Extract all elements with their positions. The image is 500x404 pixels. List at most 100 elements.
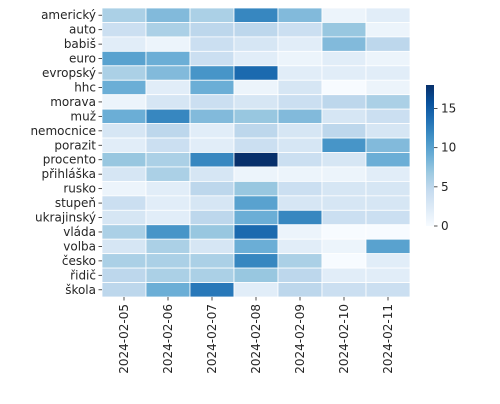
- heatmap-cell: [145, 267, 191, 283]
- heatmap-cell: [365, 180, 411, 197]
- colorbar-gradient: [426, 85, 434, 226]
- heatmap-cell: [277, 209, 323, 226]
- heatmap-cell: [145, 22, 191, 38]
- heatmap-cell: [277, 282, 323, 298]
- colorbar-tick-label: 10: [441, 141, 456, 155]
- y-tick-label: muž: [70, 109, 96, 123]
- heatmap-cell: [101, 253, 147, 269]
- colorbar-tick-label: 0: [441, 219, 449, 233]
- heatmap-cell: [233, 123, 279, 139]
- heatmap-cell: [101, 22, 147, 38]
- heatmap-cell: [321, 152, 367, 168]
- heatmap-cell: [321, 282, 367, 298]
- y-tick-label: volba: [63, 239, 96, 253]
- heatmap-cell: [233, 195, 279, 211]
- heatmap-cell: [233, 50, 279, 67]
- y-tick-label: hhc: [74, 80, 96, 94]
- heatmap-cell: [145, 195, 191, 211]
- heatmap-cell: [277, 94, 323, 110]
- heatmap-cell: [233, 180, 279, 197]
- heatmap-cell: [101, 79, 147, 96]
- heatmap-cell: [233, 267, 279, 283]
- heatmap-cell: [277, 238, 323, 255]
- heatmap-cells: [101, 7, 411, 298]
- heatmap-cell: [145, 36, 191, 52]
- heatmap-cell: [233, 108, 279, 125]
- heatmap-cell: [145, 253, 191, 269]
- heatmap-cell: [233, 65, 279, 81]
- heatmap-cell: [101, 137, 147, 153]
- heatmap-cell: [277, 267, 323, 283]
- heatmap-cell: [321, 123, 367, 139]
- heatmap-cell: [189, 22, 235, 38]
- heatmap-cell: [145, 65, 191, 81]
- heatmap-cell: [189, 7, 235, 23]
- heatmap-cell: [365, 65, 411, 81]
- heatmap-cell: [233, 152, 279, 168]
- heatmap-cell: [365, 267, 411, 283]
- heatmap-cell: [101, 238, 147, 255]
- heatmap-cell: [189, 50, 235, 67]
- heatmap-cell: [189, 209, 235, 226]
- heatmap-cell: [189, 123, 235, 139]
- heatmap-cell: [365, 195, 411, 211]
- y-tick-label: rusko: [63, 182, 96, 196]
- heatmap-cell: [365, 137, 411, 153]
- heatmap-cell: [145, 224, 191, 240]
- heatmap-cell: [365, 36, 411, 52]
- heatmap-cell: [233, 7, 279, 23]
- heatmap-cell: [321, 267, 367, 283]
- heatmap-cell: [145, 123, 191, 139]
- heatmap-cell: [233, 253, 279, 269]
- y-tick-label: euro: [69, 52, 96, 66]
- heatmap-cell: [189, 94, 235, 110]
- heatmap-cell: [145, 152, 191, 168]
- heatmap-cell: [321, 7, 367, 23]
- heatmap-cell: [277, 108, 323, 125]
- heatmap-cell: [277, 123, 323, 139]
- y-tick-label: řidič: [70, 268, 96, 282]
- heatmap-cell: [145, 7, 191, 23]
- heatmap-cell: [101, 123, 147, 139]
- heatmap-cell: [321, 180, 367, 197]
- heatmap-cell: [321, 195, 367, 211]
- heatmap-cell: [365, 79, 411, 96]
- heatmap-cell: [189, 282, 235, 298]
- heatmap-cell: [321, 50, 367, 67]
- heatmap-cell: [365, 209, 411, 226]
- heatmap-cell: [145, 166, 191, 182]
- heatmap-cell: [101, 209, 147, 226]
- y-tick-label: přihláška: [41, 167, 96, 181]
- heatmap-cell: [189, 238, 235, 255]
- heatmap-cell: [233, 94, 279, 110]
- heatmap-cell: [101, 282, 147, 298]
- heatmap-cell: [189, 65, 235, 81]
- heatmap-cell: [277, 22, 323, 38]
- heatmap-cell: [145, 282, 191, 298]
- heatmap-cell: [145, 50, 191, 67]
- heatmap-cell: [101, 224, 147, 240]
- heatmap-cell: [365, 253, 411, 269]
- heatmap-cell: [365, 224, 411, 240]
- heatmap-cell: [321, 36, 367, 52]
- heatmap-cell: [189, 108, 235, 125]
- heatmap-cell: [277, 195, 323, 211]
- y-tick-label: škola: [65, 283, 96, 297]
- heatmap-cell: [189, 152, 235, 168]
- heatmap-cell: [321, 224, 367, 240]
- heatmap-cell: [189, 180, 235, 197]
- heatmap-cell: [321, 65, 367, 81]
- heatmap-cell: [101, 195, 147, 211]
- y-tick-labels: americkýautobabišeuroevropskýhhcmoravamu…: [30, 8, 102, 297]
- heatmap-cell: [277, 180, 323, 197]
- heatmap-cell: [233, 79, 279, 96]
- y-tick-label: evropský: [42, 66, 96, 80]
- heatmap-cell: [189, 253, 235, 269]
- heatmap-cell: [233, 137, 279, 153]
- heatmap-cell: [277, 224, 323, 240]
- heatmap-cell: [365, 108, 411, 125]
- y-tick-label: americký: [41, 8, 96, 22]
- heatmap-cell: [101, 180, 147, 197]
- heatmap-cell: [101, 267, 147, 283]
